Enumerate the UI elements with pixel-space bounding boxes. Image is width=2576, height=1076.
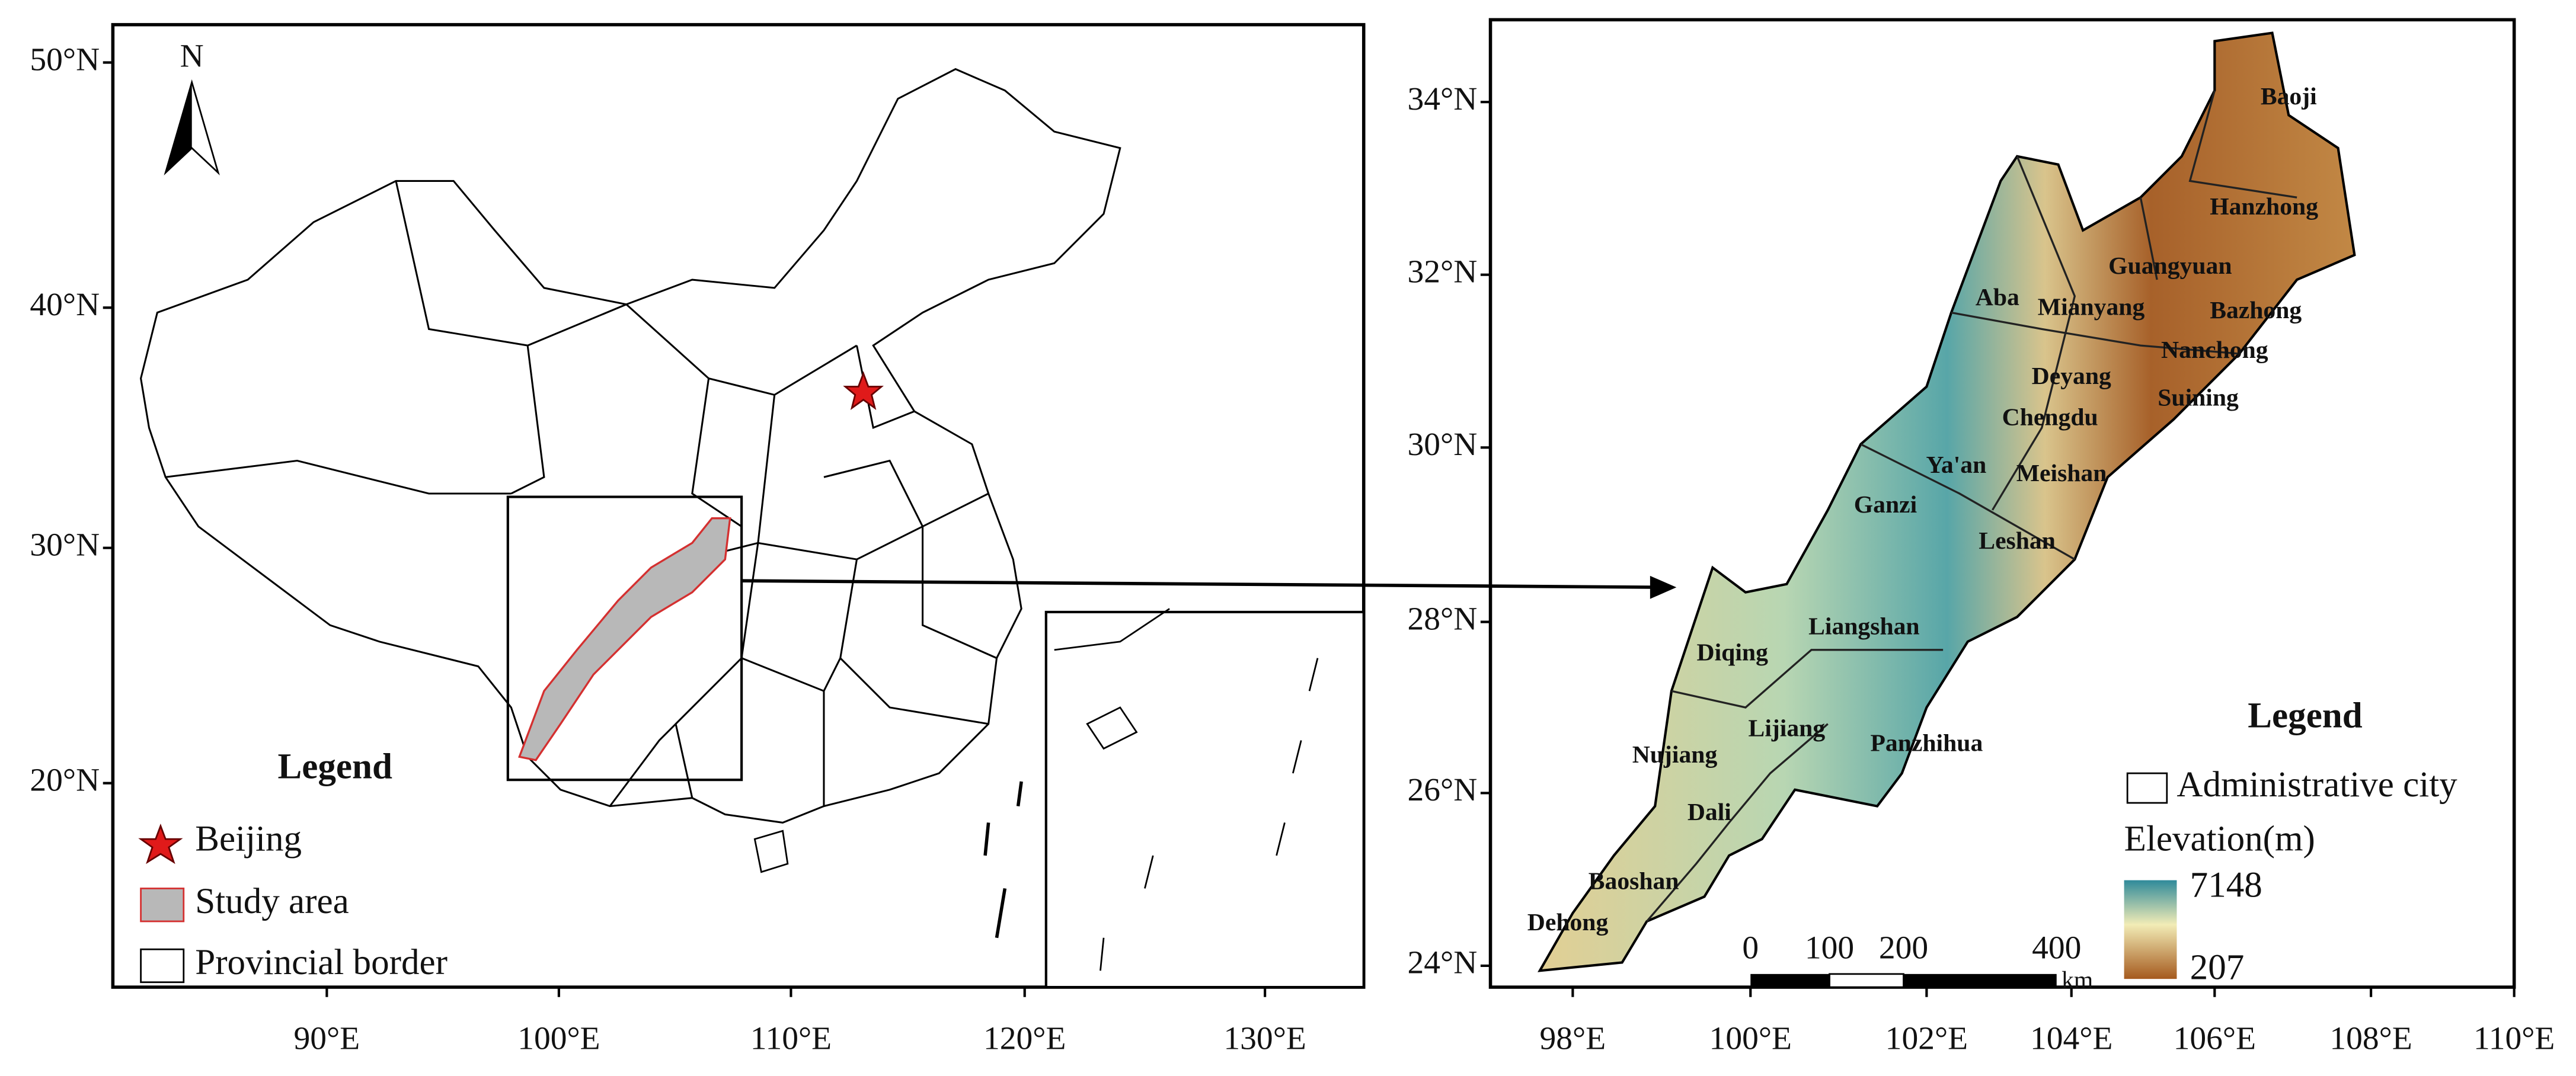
lon-label: 100°E [1709, 1020, 1792, 1056]
city-label: Aba [1976, 284, 2019, 311]
nine-dash [983, 781, 1023, 939]
city-label: Ganzi [1854, 491, 1917, 518]
lon-label: 102°E [1885, 1020, 1968, 1056]
lon-label: 110°E [750, 1020, 832, 1056]
city-label: Guangyuan [2108, 252, 2232, 280]
city-label: Baoshan [1589, 868, 1679, 895]
north-label: N [180, 39, 204, 75]
city-label: Dehong [1527, 909, 1609, 936]
city-label: Hanzhong [2210, 193, 2318, 220]
hainan [753, 830, 789, 873]
lat-label: 26°N [1408, 772, 1478, 808]
study-terrain [1538, 31, 2356, 972]
legend-city-swatch [2126, 772, 2168, 804]
lat-label: 28°N [1408, 601, 1478, 637]
lon-label: 130°E [1223, 1020, 1306, 1056]
lat-label: 30°N [1408, 427, 1478, 463]
city-label: Deyang [2032, 363, 2111, 390]
lat-label: 30°N [30, 527, 100, 563]
study-box [506, 495, 743, 782]
lat-label: 34°N [1408, 81, 1478, 117]
scale-bar-3 [1903, 973, 2057, 988]
study-area [518, 517, 731, 761]
lon-label: 104°E [2030, 1020, 2112, 1056]
lat-label: 24°N [1408, 945, 1478, 981]
elevation-max: 7148 [2190, 865, 2262, 905]
city-label: Suining [2158, 384, 2239, 411]
city-label: Chengdu [2002, 404, 2098, 431]
city-label: Meishan [2016, 460, 2107, 487]
city-label: Baoji [2261, 83, 2317, 110]
city-label: Nujiang [1632, 741, 1718, 768]
city-label: Liangshan [1808, 613, 1920, 640]
scale-label: 0 [1742, 930, 1759, 966]
scale-label: 200 [1879, 930, 1928, 966]
city-label: Mianyang [2038, 294, 2145, 321]
legend-item: Study area [195, 882, 349, 921]
scale-bar-1 [1750, 973, 1830, 988]
pointer-arrow [742, 579, 1672, 590]
legend-item: Beijing [195, 819, 302, 859]
inset-frame [1044, 610, 1365, 989]
lon-label: 110°E [2473, 1020, 2555, 1056]
city-label: Panzhihua [1870, 729, 1983, 757]
legend-star [138, 823, 183, 864]
left-frame [111, 23, 1366, 989]
scale-label: 400 [2032, 930, 2081, 966]
elevation-min: 207 [2190, 947, 2245, 987]
elevation-ramp [2124, 880, 2177, 979]
legend-title: Legend [2248, 696, 2362, 735]
legend-item: Provincial border [195, 943, 448, 982]
arrow-head [1650, 575, 1677, 599]
inset-coast [1054, 608, 1319, 971]
legend-title: Legend [278, 747, 392, 787]
lon-label: 106°E [2174, 1020, 2256, 1056]
scale-label: 100 [1805, 930, 1854, 966]
city-label: Lijiang [1749, 715, 1826, 742]
city-label: Ya'an [1926, 451, 1986, 479]
beijing-star [843, 371, 884, 410]
provincial-borders [165, 181, 998, 807]
city-label: Diqing [1697, 639, 1769, 667]
city-label: Nanchong [2161, 337, 2268, 364]
lat-label: 40°N [30, 287, 100, 323]
city-label: Bazhong [2210, 297, 2302, 324]
elevation-title: Elevation(m) [2124, 819, 2315, 859]
city-label: Leshan [1979, 527, 2056, 555]
lon-label: 98°E [1540, 1020, 1606, 1056]
scale-unit: km [2062, 966, 2093, 994]
lat-label: 50°N [30, 41, 100, 78]
lon-label: 120°E [983, 1020, 1066, 1056]
lon-label: 90°E [294, 1020, 360, 1056]
city-label: Dali [1687, 799, 1731, 826]
lat-label: 20°N [30, 762, 100, 798]
city-borders [1646, 90, 2297, 923]
lon-label: 108°E [2329, 1020, 2412, 1056]
china-outline [140, 68, 1121, 824]
lon-label: 100°E [517, 1020, 600, 1056]
legend-study-swatch [140, 888, 185, 923]
legend-border-swatch [140, 948, 185, 984]
lat-label: 32°N [1408, 254, 1478, 290]
legend-item: Administrative city [2177, 765, 2457, 805]
scale-bar-2 [1829, 973, 1904, 988]
